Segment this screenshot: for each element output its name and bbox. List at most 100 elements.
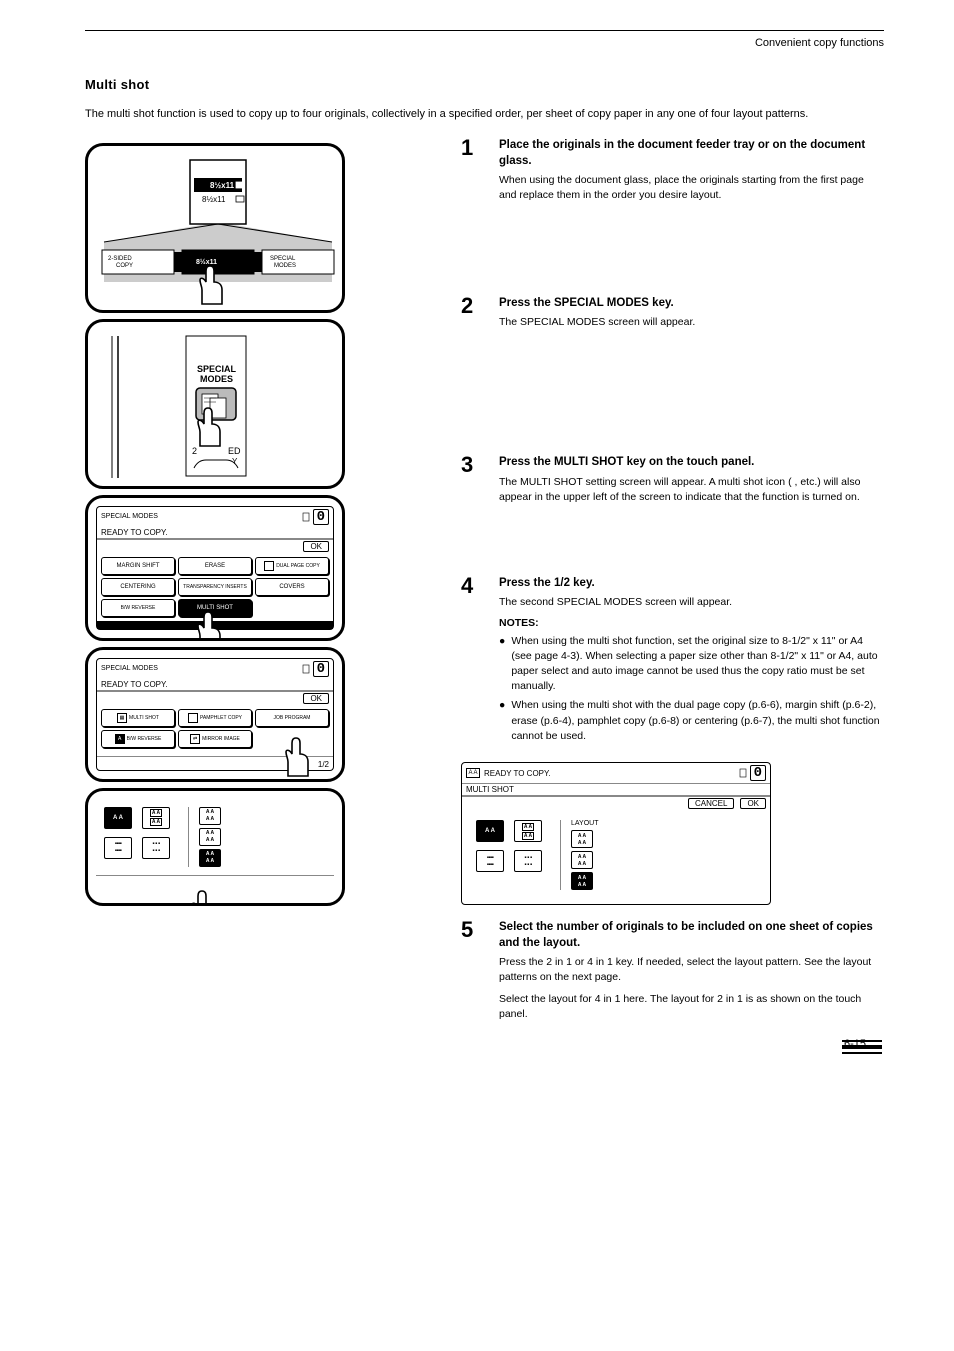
layout-4in1-b[interactable]: ▪▪▪▪▪▪▪▪ xyxy=(476,850,504,872)
step-number: 5 xyxy=(461,919,489,1022)
notes-label: NOTES: xyxy=(499,617,539,629)
hand-icon xyxy=(282,736,314,780)
preview-thumb: A AA A xyxy=(199,807,221,825)
step-desc2: Select the layout for 4 in 1 here. The l… xyxy=(499,992,884,1022)
step-number: 2 xyxy=(461,295,489,330)
btn-dual-page[interactable]: DUAL PAGE COPY xyxy=(255,557,329,575)
panel-step2: SPECIAL MODES 2 ED Y xyxy=(85,319,345,489)
multishot-icon: A A xyxy=(466,768,480,778)
section-title: Multi shot xyxy=(85,77,884,92)
counter: 0 xyxy=(313,509,329,525)
header-rule xyxy=(85,30,884,31)
btn-covers[interactable]: COVERS xyxy=(255,578,329,596)
step-2: 2 Press the SPECIAL MODES key. The SPECI… xyxy=(461,295,884,330)
page-arrow[interactable]: 1/2 xyxy=(318,760,329,769)
step-desc: The second SPECIAL MODES screen will app… xyxy=(499,595,884,610)
step-3: 3 Press the MULTI SHOT key on the touch … xyxy=(461,454,884,505)
preview-thumb: A AA A xyxy=(199,828,221,846)
step-number: 1 xyxy=(461,137,489,204)
step-number: 3 xyxy=(461,454,489,505)
layout-label: LAYOUT xyxy=(571,820,599,827)
ok-button[interactable]: OK xyxy=(740,798,766,809)
step-desc: The SPECIAL MODES screen will appear. xyxy=(499,315,884,330)
step-desc: The MULTI SHOT setting screen will appea… xyxy=(499,475,884,505)
ok-button[interactable]: OK xyxy=(303,541,329,552)
page-number: 6-15 xyxy=(844,1038,866,1050)
preview-thumb[interactable]: A AA A xyxy=(571,851,593,869)
doc-icon xyxy=(302,664,310,674)
multi-shot-setting-screen: A A READY TO COPY. 0 MULTI SHOT CANCEL O… xyxy=(461,762,771,905)
panel-step1: 8½x11 8½x11 2-SIDED COPY SPECIAL MODES 8… xyxy=(85,143,345,313)
ready-label: READY TO COPY. xyxy=(101,680,168,689)
notes-block: NOTES: ●When using the multi shot functi… xyxy=(499,616,884,744)
hand-icon xyxy=(196,264,228,308)
btn-margin-shift[interactable]: MARGIN SHIFT xyxy=(101,557,175,575)
dualpage-icon xyxy=(264,561,274,571)
layout-preview-col: LAYOUT A AA A A AA A A AA A xyxy=(560,820,599,890)
step-title: Press the MULTI SHOT key on the touch pa… xyxy=(499,454,884,470)
ok-button[interactable]: OK xyxy=(303,693,329,704)
note-text: When using the multi shot function, set … xyxy=(511,634,884,695)
bwreverse-icon: A xyxy=(115,734,125,744)
layout-4in1-b[interactable]: ▪▪▪▪▪▪▪▪ xyxy=(104,837,132,859)
btn-mirror[interactable]: ⇄MIRROR IMAGE xyxy=(178,730,252,748)
breadcrumb: Convenient copy functions xyxy=(85,37,884,49)
btn-erase[interactable]: ERASE xyxy=(178,557,252,575)
btn-centering[interactable]: CENTERING xyxy=(101,578,175,596)
step-title: Select the number of originals to be inc… xyxy=(499,919,884,951)
layout-options: A A A AA A ▪▪▪▪▪▪▪▪ ▪ ▪ ▪▪ ▪ ▪ xyxy=(476,820,542,872)
right-column: 1 Place the originals in the document fe… xyxy=(461,137,884,1037)
hand-icon xyxy=(194,610,226,641)
layout-preview-col: A AA A A AA A A AA A xyxy=(188,807,221,867)
bullet: ● xyxy=(499,634,505,695)
layout-4in1-c[interactable]: ▪ ▪ ▪▪ ▪ ▪ xyxy=(142,837,170,859)
bullet: ● xyxy=(499,698,505,744)
panel-step4: SPECIAL MODES 0 READY TO COPY. OK ▦MULTI… xyxy=(85,647,345,782)
doc-icon xyxy=(739,768,747,778)
layout-2in1[interactable]: A A xyxy=(476,820,504,842)
btn-multi-shot[interactable]: ▦MULTI SHOT xyxy=(101,709,175,727)
layout-4in1-a[interactable]: A AA A xyxy=(514,820,542,842)
btn-bw-reverse[interactable]: AB/W REVERSE xyxy=(101,730,175,748)
step-1: 1 Place the originals in the document fe… xyxy=(461,137,884,204)
doc-icon xyxy=(302,512,310,522)
pamphlet-icon xyxy=(188,713,198,723)
multishot-icon: ▦ xyxy=(117,713,127,723)
svg-text:8½x11: 8½x11 xyxy=(210,181,235,190)
counter: 0 xyxy=(313,661,329,677)
btn-transparency[interactable]: TRANSPARENCY INSERTS xyxy=(178,578,252,596)
step-desc: When using the document glass, place the… xyxy=(499,173,884,203)
section-intro: The multi shot function is used to copy … xyxy=(85,106,845,123)
lcd-heading: SPECIAL MODES xyxy=(101,665,158,672)
step-4: 4 Press the 1/2 key. The second SPECIAL … xyxy=(461,575,884,744)
svg-text:MODES: MODES xyxy=(274,263,296,269)
layout-4in1-c[interactable]: ▪ ▪ ▪▪ ▪ ▪ xyxy=(514,850,542,872)
layout-2in1[interactable]: A A xyxy=(104,807,132,829)
preview-thumb[interactable]: A AA A xyxy=(571,830,593,848)
lcd-screen: A A A AA A ▪▪▪▪▪▪▪▪ ▪ ▪ ▪▪ ▪ ▪ A AA A A … xyxy=(96,799,334,895)
preview-thumb-selected[interactable]: A AA A xyxy=(571,872,593,890)
preview-thumb-selected: A AA A xyxy=(199,849,221,867)
btn-bw-reverse[interactable]: B/W REVERSE xyxy=(101,599,175,617)
svg-text:8½x11: 8½x11 xyxy=(202,195,226,204)
layout-4in1-a[interactable]: A AA A xyxy=(142,807,170,829)
counter: 0 xyxy=(750,765,766,781)
step-title: Press the SPECIAL MODES key. xyxy=(499,295,884,311)
note-text: When using the multi shot with the dual … xyxy=(511,698,884,744)
step-title: Press the 1/2 key. xyxy=(499,575,884,591)
hand-icon xyxy=(188,889,220,906)
svg-text:COPY: COPY xyxy=(116,263,133,269)
svg-text:2-SIDED: 2-SIDED xyxy=(108,256,132,262)
mirror-icon: ⇄ xyxy=(190,734,200,744)
panel-step5: A A A AA A ▪▪▪▪▪▪▪▪ ▪ ▪ ▪▪ ▪ ▪ A AA A A … xyxy=(85,788,345,906)
ready-label: READY TO COPY. xyxy=(484,769,551,778)
cancel-button[interactable]: CANCEL xyxy=(688,798,734,809)
btn-job-program[interactable]: JOB PROGRAM xyxy=(255,709,329,727)
svg-text:SPECIAL: SPECIAL xyxy=(270,256,296,262)
subhead: MULTI SHOT xyxy=(466,785,514,794)
step-desc: Press the 2 in 1 or 4 in 1 key. If neede… xyxy=(499,955,884,985)
step-5: 5 Select the number of originals to be i… xyxy=(461,919,884,1022)
svg-text:ED: ED xyxy=(228,446,241,456)
step-number: 4 xyxy=(461,575,489,744)
btn-pamphlet[interactable]: PAMPHLET COPY xyxy=(178,709,252,727)
